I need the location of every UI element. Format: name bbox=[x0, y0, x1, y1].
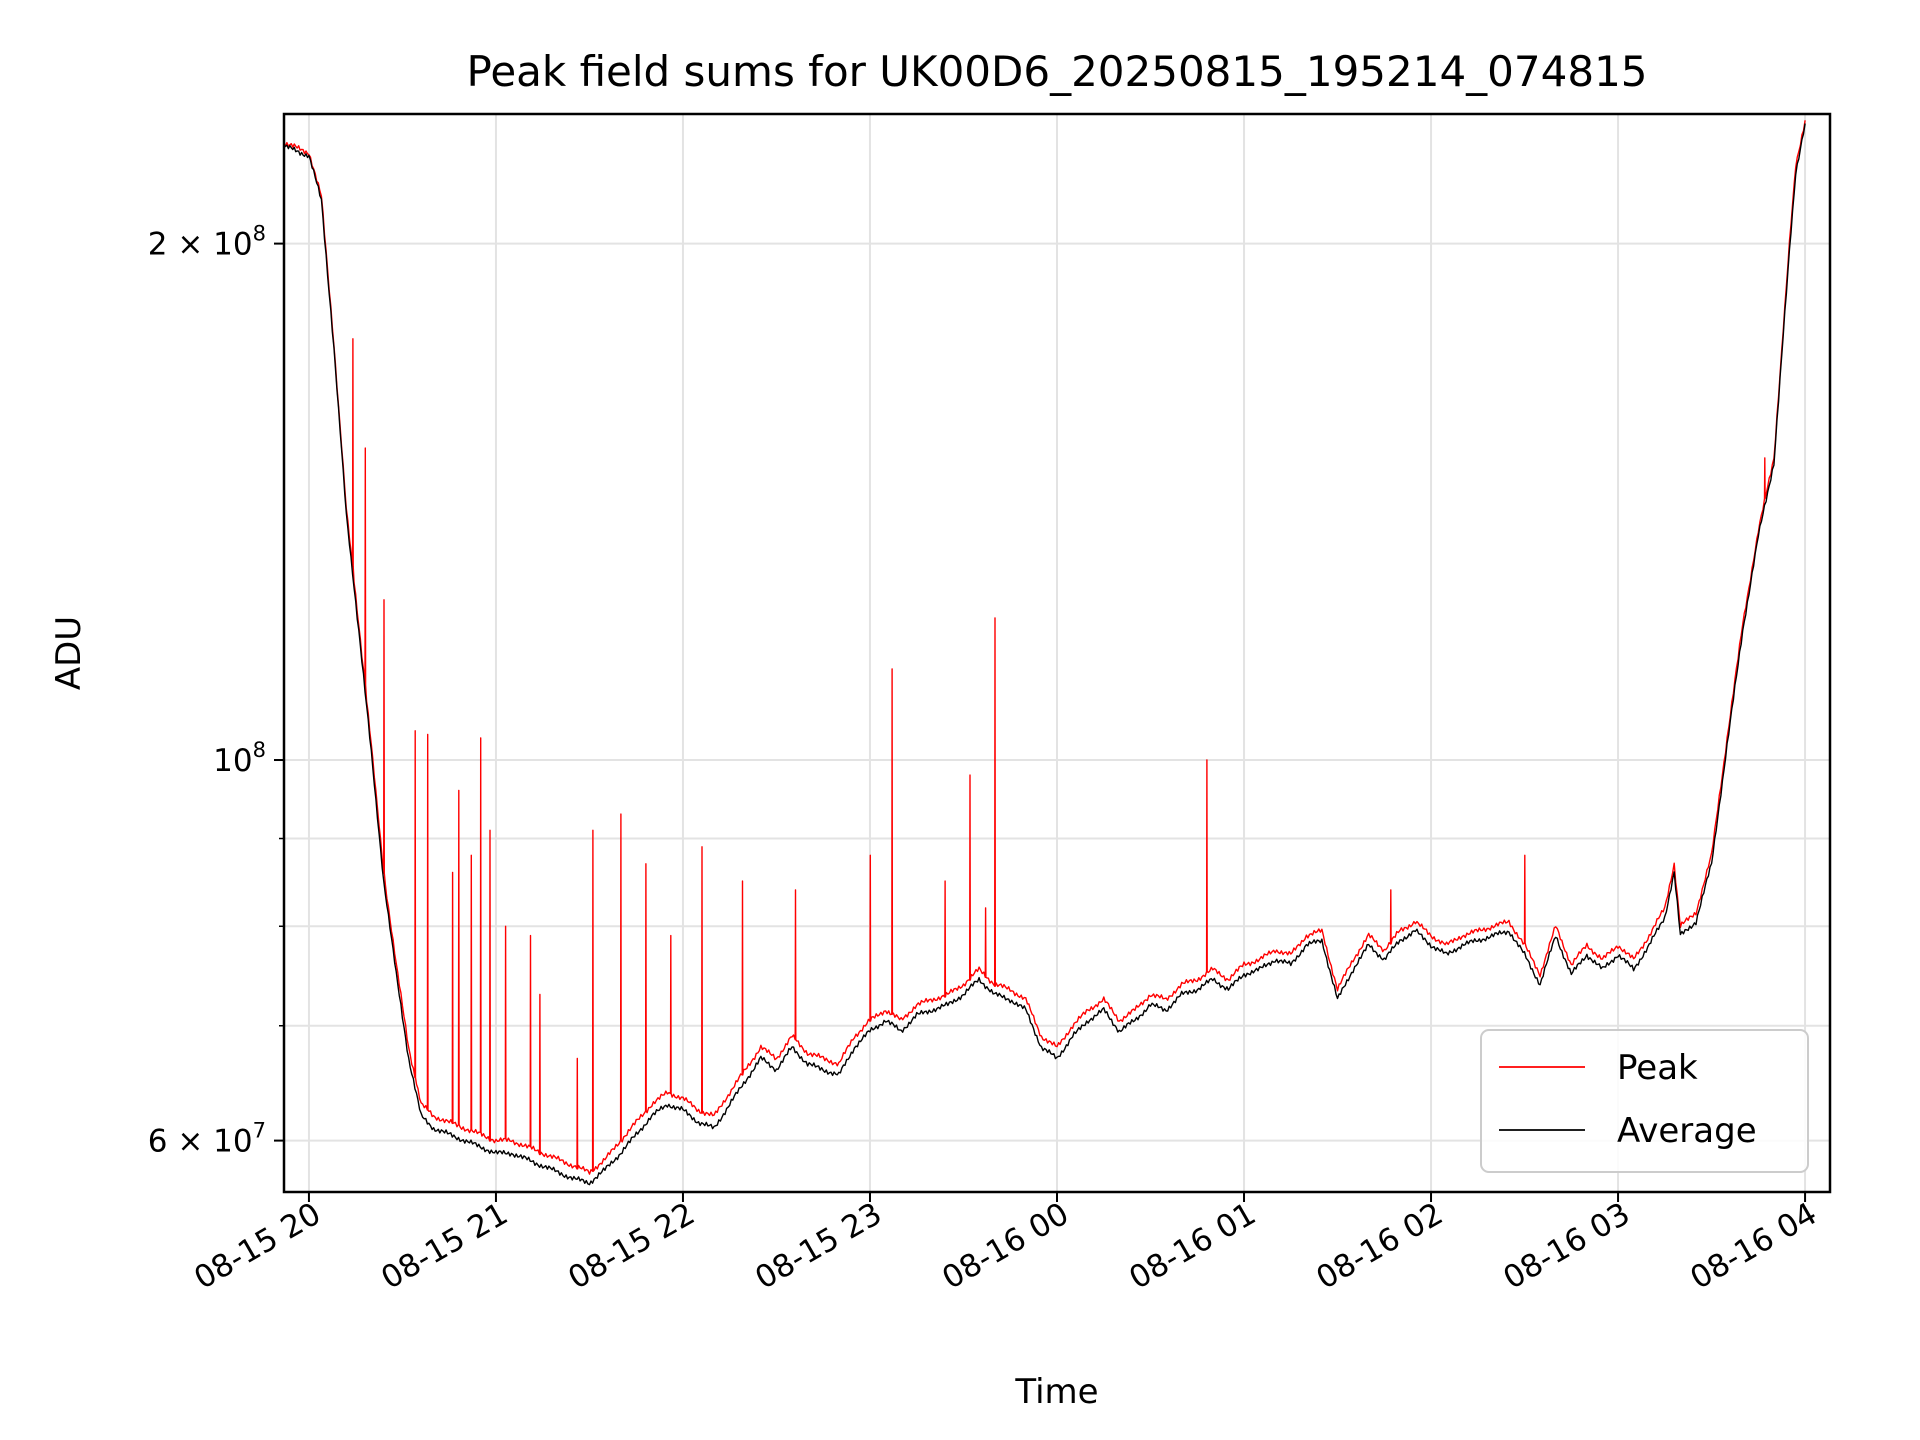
legend: Peak Average bbox=[1480, 1029, 1809, 1173]
series-line-peak bbox=[283, 120, 1806, 1175]
y-tick-label: 2 × 108 bbox=[148, 222, 266, 263]
legend-peak-label: Peak bbox=[1617, 1048, 1698, 1088]
series-line-average bbox=[283, 123, 1806, 1186]
grid bbox=[284, 114, 1830, 1192]
legend-average-label: Average bbox=[1617, 1111, 1757, 1151]
x-axis-label: Time bbox=[1014, 1372, 1098, 1412]
y-tick-label: 6 × 107 bbox=[148, 1119, 266, 1160]
chart-title: Peak field sums for UK00D6_20250815_1952… bbox=[466, 47, 1647, 96]
series-lines bbox=[283, 120, 1806, 1186]
legend-box bbox=[1480, 1029, 1809, 1173]
y-axis-label: ADU bbox=[49, 616, 89, 690]
